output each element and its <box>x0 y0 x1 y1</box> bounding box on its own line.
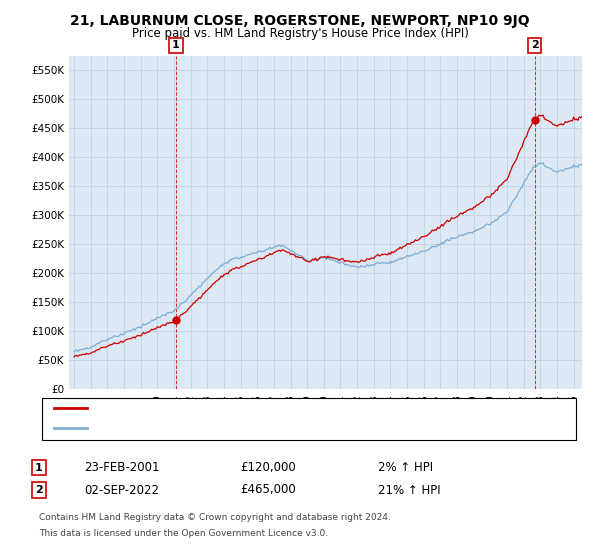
Text: 23-FEB-2001: 23-FEB-2001 <box>84 461 160 474</box>
Text: This data is licensed under the Open Government Licence v3.0.: This data is licensed under the Open Gov… <box>39 529 328 538</box>
Text: HPI: Average price, detached house, Newport: HPI: Average price, detached house, Newp… <box>93 423 330 433</box>
Text: 21, LABURNUM CLOSE, ROGERSTONE, NEWPORT, NP10 9JQ (detached house): 21, LABURNUM CLOSE, ROGERSTONE, NEWPORT,… <box>93 403 496 413</box>
Text: 2: 2 <box>35 485 43 495</box>
Text: 02-SEP-2022: 02-SEP-2022 <box>84 483 159 497</box>
Text: 1: 1 <box>35 463 43 473</box>
Text: Contains HM Land Registry data © Crown copyright and database right 2024.: Contains HM Land Registry data © Crown c… <box>39 514 391 522</box>
Text: 2: 2 <box>531 40 539 50</box>
Text: Price paid vs. HM Land Registry's House Price Index (HPI): Price paid vs. HM Land Registry's House … <box>131 27 469 40</box>
Text: £465,000: £465,000 <box>240 483 296 497</box>
Text: 2% ↑ HPI: 2% ↑ HPI <box>378 461 433 474</box>
Text: 1: 1 <box>172 40 180 50</box>
Text: £120,000: £120,000 <box>240 461 296 474</box>
Text: 21% ↑ HPI: 21% ↑ HPI <box>378 483 440 497</box>
Text: 21, LABURNUM CLOSE, ROGERSTONE, NEWPORT, NP10 9JQ: 21, LABURNUM CLOSE, ROGERSTONE, NEWPORT,… <box>70 14 530 28</box>
